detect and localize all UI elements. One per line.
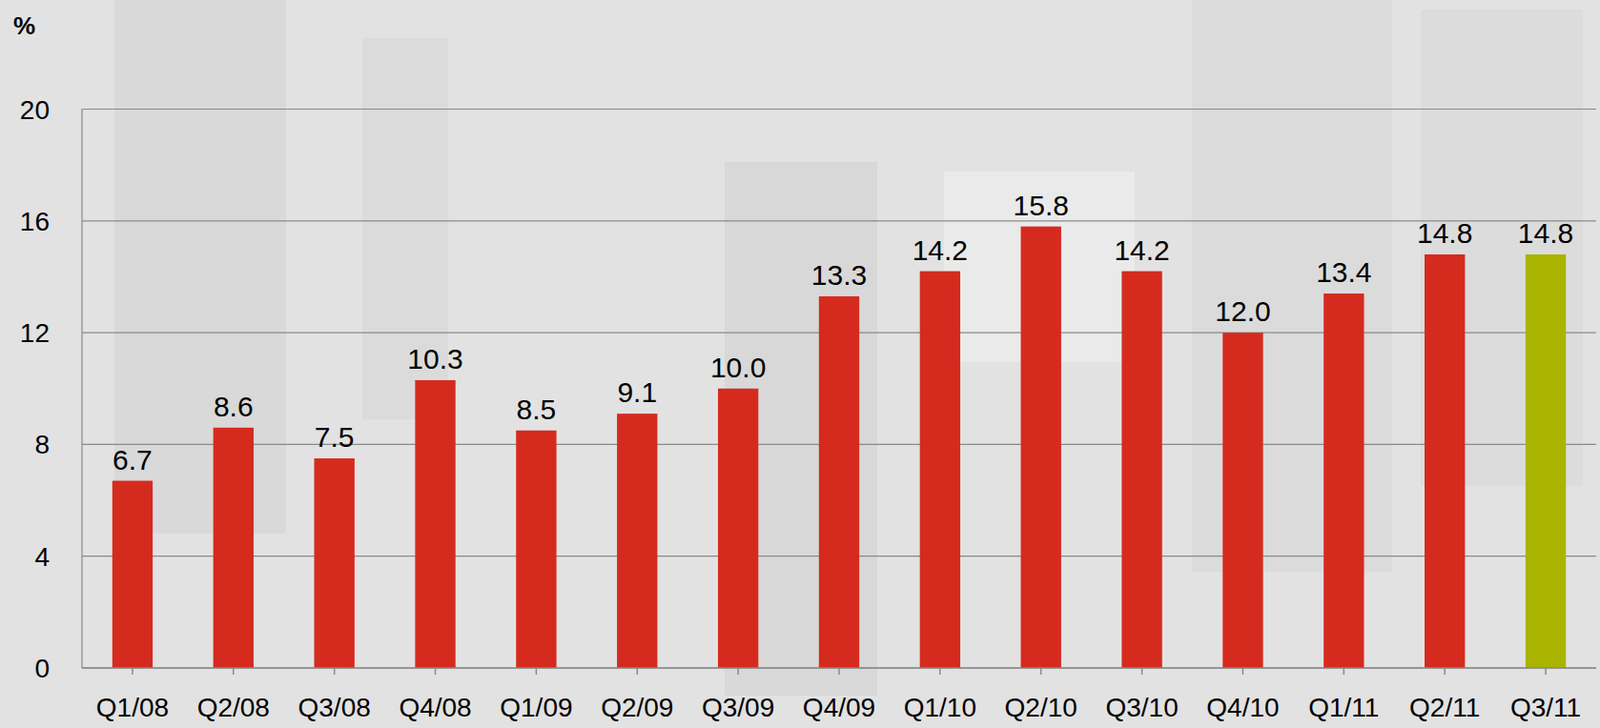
x-tick	[1343, 668, 1346, 676]
data-label: 9.1	[616, 376, 657, 409]
x-tick-label: Q3/10	[1105, 693, 1178, 723]
x-tick	[838, 668, 841, 676]
data-label: 15.8	[1013, 189, 1069, 222]
x-tick	[333, 668, 336, 676]
x-tick	[939, 668, 942, 676]
x-tick-label: Q4/10	[1206, 693, 1279, 723]
bar	[1424, 254, 1465, 669]
bar	[1121, 271, 1162, 669]
bar	[1525, 254, 1566, 669]
bar	[1222, 332, 1263, 669]
data-label: 13.3	[811, 259, 867, 291]
x-tick-label: Q3/08	[298, 693, 371, 723]
bar	[717, 389, 759, 669]
y-tick-label: 16	[20, 206, 50, 237]
data-label: 10.3	[407, 343, 463, 375]
bar	[515, 430, 556, 669]
x-tick-label: Q4/09	[802, 693, 876, 723]
x-tick	[434, 668, 437, 676]
data-label: 14.2	[912, 234, 968, 267]
x-tick	[636, 668, 639, 676]
y-tick-label: 4	[34, 542, 50, 573]
y-tick-label: 8	[34, 430, 50, 460]
bar	[1021, 226, 1062, 669]
x-tick-label: Q2/09	[600, 693, 674, 723]
y-tick-label: 0	[34, 654, 50, 684]
x-tick-label: Q1/09	[499, 693, 573, 723]
x-tick-label: Q1/11	[1308, 693, 1379, 723]
bar	[313, 458, 354, 669]
x-tick	[535, 668, 538, 676]
x-tick-label: Q2/08	[197, 693, 270, 723]
y-tick-label: 20	[20, 95, 50, 125]
x-tick-label: Q3/11	[1510, 693, 1581, 723]
x-tick-label: Q1/08	[96, 693, 169, 723]
bar	[616, 413, 657, 669]
bar	[414, 380, 455, 669]
x-tick	[1544, 668, 1547, 676]
data-label: 8.6	[213, 390, 254, 423]
x-tick	[131, 668, 134, 676]
bar	[819, 296, 860, 669]
x-tick	[232, 668, 235, 676]
x-tick	[1443, 668, 1446, 676]
x-tick	[737, 668, 739, 676]
x-tick	[1242, 668, 1245, 676]
data-label: 14.8	[1416, 217, 1473, 249]
data-label: 8.5	[516, 393, 557, 426]
grid-line	[82, 108, 1597, 110]
y-tick-label: 12	[20, 318, 50, 349]
data-label: 7.5	[314, 421, 355, 453]
x-tick	[1141, 668, 1144, 676]
y-axis	[81, 109, 83, 670]
data-label: 10.0	[710, 351, 766, 384]
chart: 0 4 8 12 16 20% 6.7 8.6 7.5 10.3 8.5 9.1 10.0 13.3 14.…	[0, 0, 1600, 728]
x-tick-label: Q3/09	[701, 693, 775, 723]
data-label: 14.2	[1113, 234, 1170, 267]
bar	[112, 481, 153, 669]
bar	[1323, 293, 1364, 669]
bar	[213, 428, 254, 669]
bar	[920, 271, 961, 669]
x-tick	[1040, 668, 1043, 676]
background	[0, 0, 1600, 728]
data-label: 14.8	[1517, 217, 1574, 249]
data-label: 6.7	[112, 444, 153, 476]
y-axis-label: %	[13, 11, 36, 41]
x-tick-label: Q2/10	[1005, 693, 1078, 723]
data-label: 12.0	[1214, 295, 1271, 328]
grid-line	[82, 220, 1597, 222]
x-tick-label: Q2/11	[1409, 693, 1480, 723]
x-tick-label: Q1/10	[903, 693, 977, 723]
x-tick-label: Q4/08	[398, 693, 472, 723]
data-label: 13.4	[1315, 256, 1372, 288]
